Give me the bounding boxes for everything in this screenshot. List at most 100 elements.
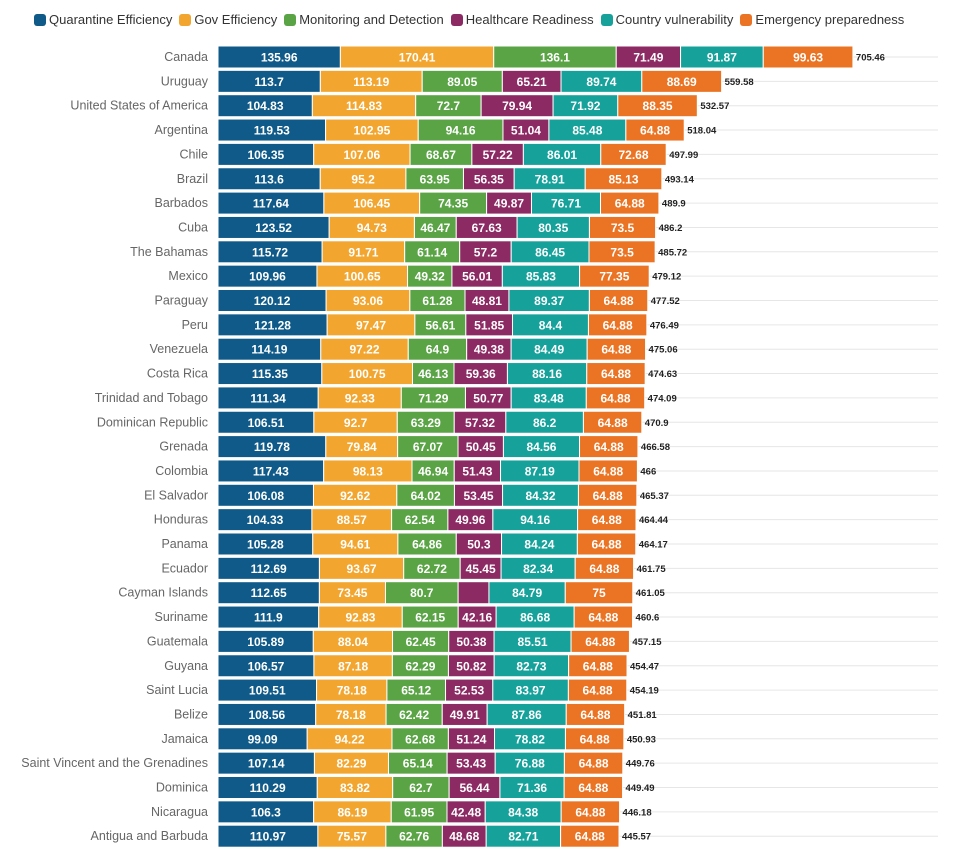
segment-value-label: 63.95 bbox=[420, 172, 450, 186]
category-label: Nicaragua bbox=[151, 805, 208, 819]
bar-segment[interactable] bbox=[576, 532, 637, 556]
bar-segment[interactable] bbox=[588, 215, 657, 239]
segment-value-label: 98.13 bbox=[353, 464, 383, 478]
segment-value-label: 105.89 bbox=[247, 635, 284, 649]
segment-value-label: 76.71 bbox=[551, 197, 581, 211]
bar-segment[interactable] bbox=[563, 751, 624, 775]
segment-value-label: 86.01 bbox=[547, 148, 577, 162]
bar-segment[interactable] bbox=[570, 629, 630, 653]
legend-item[interactable]: Emergency preparedness bbox=[740, 12, 904, 27]
category-label: Cayman Islands bbox=[118, 586, 208, 600]
bar-segment[interactable] bbox=[560, 800, 621, 824]
bar-segment[interactable] bbox=[588, 289, 649, 312]
segment-value-label: 64.88 bbox=[579, 757, 609, 771]
segment-value-label: 45.45 bbox=[466, 562, 496, 576]
bar-segment[interactable] bbox=[588, 240, 656, 264]
bar-segment[interactable] bbox=[457, 581, 490, 605]
segment-value-label: 88.35 bbox=[643, 99, 673, 113]
segment-value-label: 84.32 bbox=[525, 489, 555, 503]
segment-value-label: 56.44 bbox=[460, 781, 490, 795]
category-label: Belize bbox=[174, 707, 208, 721]
segment-value-label: 87.19 bbox=[525, 464, 555, 478]
segment-value-label: 94.16 bbox=[446, 124, 476, 138]
segment-value-label: 88.69 bbox=[667, 75, 697, 89]
bar-segment[interactable] bbox=[574, 556, 635, 580]
bar-segment[interactable] bbox=[641, 69, 723, 93]
legend-item[interactable]: Gov Efficiency bbox=[179, 12, 277, 27]
bar-segment[interactable] bbox=[573, 605, 634, 629]
segment-value-label: 62.45 bbox=[406, 635, 436, 649]
bar-segment[interactable] bbox=[568, 654, 628, 678]
category-label: Suriname bbox=[155, 610, 209, 624]
segment-value-label: 106.51 bbox=[248, 416, 285, 430]
legend-item[interactable]: Healthcare Readiness bbox=[450, 12, 594, 27]
segment-value-label: 78.82 bbox=[515, 732, 545, 746]
bar-segment[interactable] bbox=[567, 678, 628, 702]
segment-value-label: 111.34 bbox=[250, 391, 286, 405]
segment-value-label: 86.2 bbox=[533, 416, 557, 430]
bar-segment[interactable] bbox=[564, 727, 625, 751]
segment-value-label: 64.88 bbox=[601, 343, 631, 357]
segment-value-label: 88.04 bbox=[338, 635, 368, 649]
legend-item[interactable]: Monitoring and Detection bbox=[284, 12, 444, 27]
bar-segment[interactable] bbox=[587, 313, 648, 337]
bar-segment[interactable] bbox=[762, 45, 854, 69]
segment-value-label: 109.96 bbox=[249, 270, 286, 284]
bar-segment[interactable] bbox=[584, 167, 663, 191]
bar-segment[interactable] bbox=[582, 410, 643, 434]
bar-segment[interactable] bbox=[563, 776, 624, 799]
bar-segment[interactable] bbox=[579, 435, 639, 459]
segment-value-label: 51.24 bbox=[456, 732, 486, 746]
bar-segment[interactable] bbox=[564, 581, 634, 605]
bar-segment[interactable] bbox=[600, 142, 667, 166]
segment-value-label: 64.88 bbox=[598, 416, 628, 430]
segment-value-label: 51.85 bbox=[474, 318, 504, 332]
segment-value-label: 64.86 bbox=[412, 538, 442, 552]
total-label: 449.49 bbox=[626, 783, 655, 794]
total-label: 477.52 bbox=[651, 296, 680, 307]
segment-value-label: 85.13 bbox=[609, 172, 639, 186]
total-label: 474.09 bbox=[648, 393, 677, 404]
segment-value-label: 64.88 bbox=[593, 489, 623, 503]
total-label: 705.46 bbox=[856, 53, 885, 64]
segment-value-label: 82.71 bbox=[508, 830, 538, 844]
segment-value-label: 93.67 bbox=[347, 562, 377, 576]
segment-value-label: 52.53 bbox=[454, 684, 484, 698]
segment-value-label: 42.48 bbox=[451, 805, 481, 819]
segment-value-label: 91.71 bbox=[348, 245, 378, 259]
segment-value-label: 85.51 bbox=[518, 635, 548, 649]
segment-value-label: 88.57 bbox=[337, 513, 367, 527]
bar-segment[interactable] bbox=[577, 483, 638, 507]
bar-segment[interactable] bbox=[560, 824, 620, 848]
bar-segment[interactable] bbox=[625, 118, 685, 142]
bar-segment[interactable] bbox=[579, 264, 650, 288]
bar-segment[interactable] bbox=[586, 337, 647, 361]
category-label: Ecuador bbox=[161, 561, 208, 575]
segment-value-label: 106.35 bbox=[248, 148, 285, 162]
segment-value-label: 78.18 bbox=[337, 684, 367, 698]
segment-value-label: 135.96 bbox=[261, 51, 298, 65]
bar-segment[interactable] bbox=[577, 508, 637, 532]
total-label: 460.6 bbox=[636, 613, 660, 624]
segment-value-label: 42.16 bbox=[462, 611, 492, 625]
segment-value-label: 111.9 bbox=[254, 611, 283, 625]
segment-value-label: 62.72 bbox=[417, 562, 447, 576]
segment-value-label: 72.7 bbox=[437, 99, 461, 113]
bar-segment[interactable] bbox=[585, 386, 646, 410]
category-label: Dominican Republic bbox=[97, 415, 208, 429]
segment-value-label: 88.16 bbox=[532, 367, 562, 381]
segment-value-label: 64.88 bbox=[583, 684, 613, 698]
bar-segment[interactable] bbox=[600, 191, 660, 215]
legend-item[interactable]: Quarantine Efficiency bbox=[34, 12, 172, 27]
bar-segment[interactable] bbox=[565, 702, 626, 726]
legend-item[interactable]: Country vulnerability bbox=[600, 12, 733, 27]
segment-value-label: 71.49 bbox=[633, 51, 663, 65]
segment-value-label: 92.33 bbox=[345, 391, 375, 405]
segment-value-label: 78.91 bbox=[535, 172, 565, 186]
bar-segment[interactable] bbox=[578, 459, 638, 483]
segment-value-label: 57.22 bbox=[483, 148, 513, 162]
bar-segment[interactable] bbox=[617, 94, 698, 118]
bar-segment[interactable] bbox=[586, 362, 646, 386]
segment-value-label: 93.06 bbox=[353, 294, 383, 308]
segment-value-label: 82.34 bbox=[523, 562, 553, 576]
